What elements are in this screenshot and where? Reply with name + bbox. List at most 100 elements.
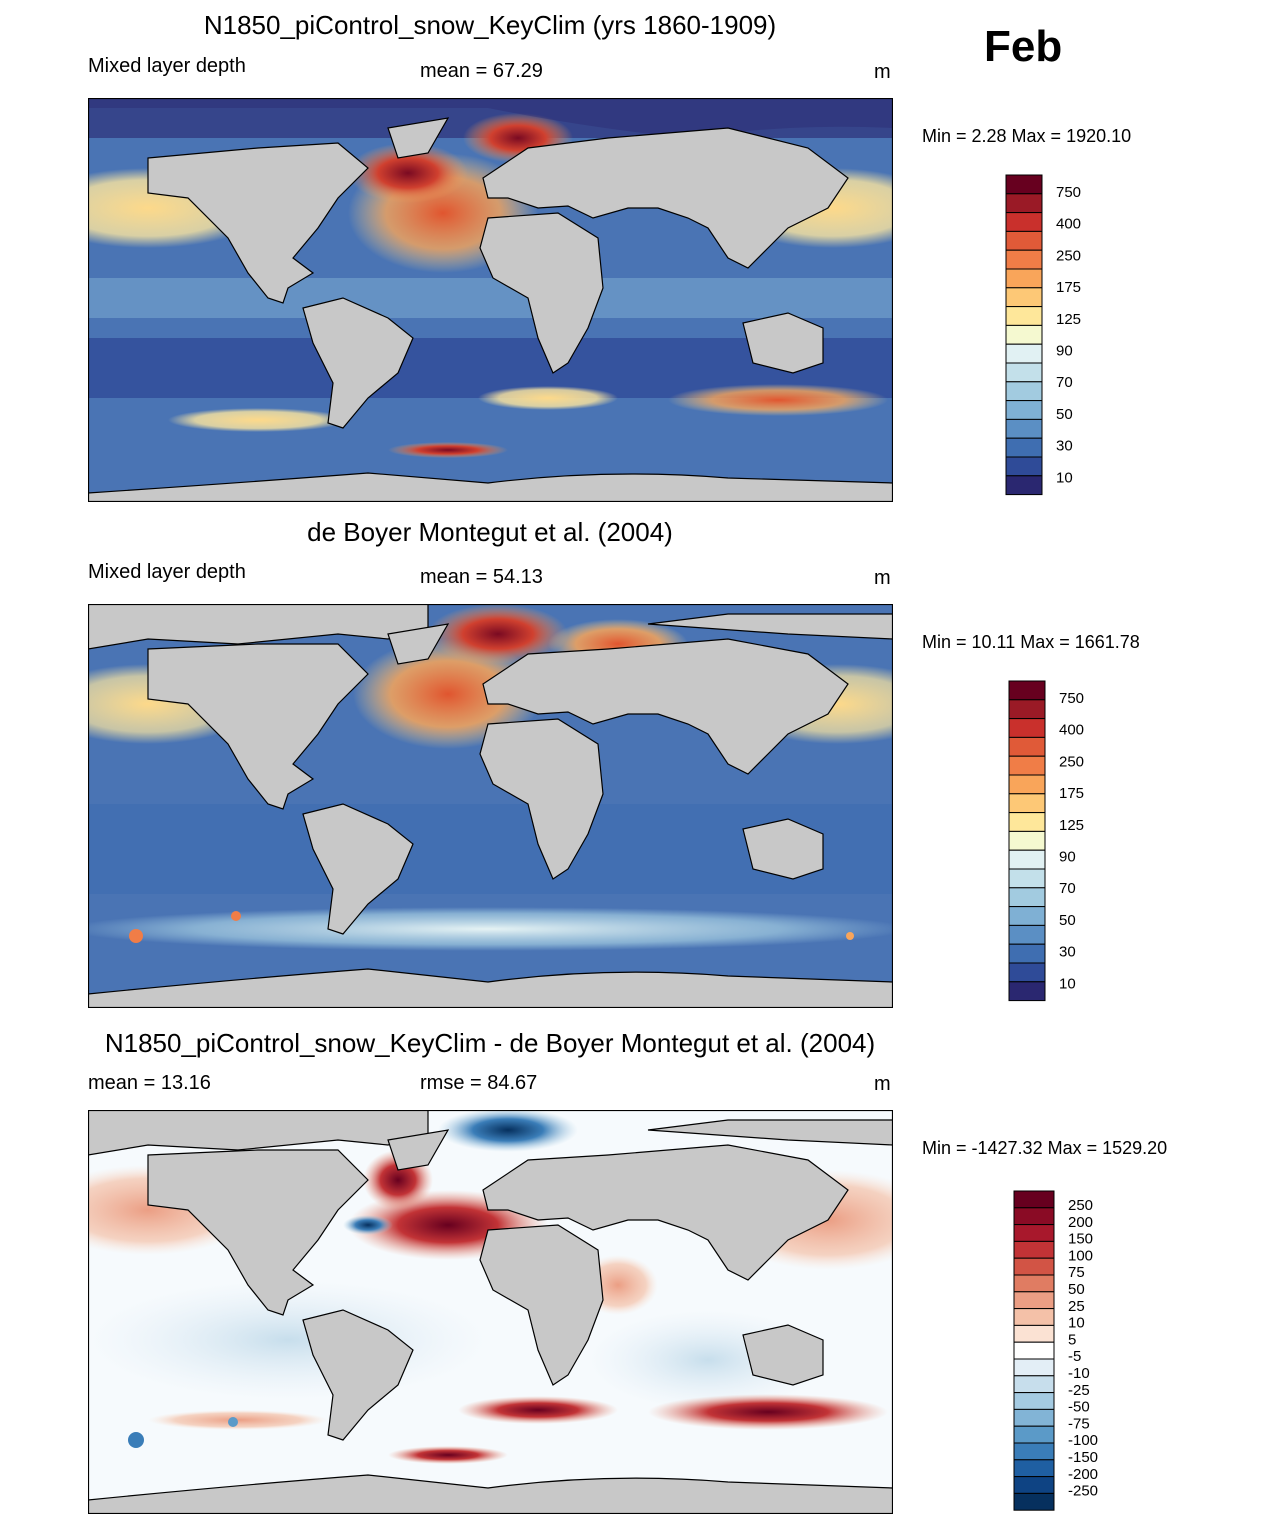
colorbar-label: 10: [1059, 975, 1076, 992]
colorbar-label: 250: [1068, 1197, 1093, 1214]
colorbar-label: -150: [1068, 1449, 1098, 1466]
colorbar-label: 75: [1068, 1264, 1085, 1281]
colorbar-box: [1008, 849, 1046, 870]
colorbar-box: [1013, 1492, 1055, 1511]
colorbar-box: [1005, 249, 1043, 270]
panel3-title: N1850_piControl_snow_KeyClim - de Boyer …: [104, 1028, 876, 1058]
colorbar-label: 50: [1068, 1281, 1085, 1298]
colorbar-box: [1013, 1341, 1055, 1360]
colorbar-box: [1005, 343, 1043, 364]
colorbar-label: 400: [1056, 216, 1081, 233]
colorbar-label: 30: [1059, 944, 1076, 961]
colorbar-box: [1005, 437, 1043, 458]
colorbar-box: [1008, 793, 1046, 814]
colorbar-box: [1005, 287, 1043, 308]
colorbar-box: [1013, 1190, 1055, 1209]
month-label: Feb: [984, 22, 1063, 71]
colorbar-box: [1005, 230, 1043, 251]
panel3-rmse-label: rmse = 84.67: [420, 1072, 538, 1094]
colorbar-box: [1005, 475, 1043, 496]
colorbar-label: 750: [1059, 690, 1084, 707]
colorbar-label: 200: [1068, 1214, 1093, 1231]
colorbar-box: [1013, 1358, 1055, 1377]
colorbar-box: [1005, 306, 1043, 326]
colorbar-label: 400: [1059, 722, 1084, 739]
colorbar-label: 5: [1068, 1331, 1076, 1348]
colorbar-label: 750: [1056, 184, 1081, 201]
colorbar-label: -250: [1068, 1483, 1098, 1500]
colorbar-box: [1008, 830, 1046, 851]
colorbar-label: 10: [1068, 1315, 1085, 1332]
colorbar-label: 125: [1056, 311, 1081, 328]
colorbar-label: 100: [1068, 1247, 1093, 1264]
colorbar-box: [1008, 924, 1046, 945]
colorbar-box: [1008, 718, 1046, 738]
colorbar-label: 250: [1056, 247, 1081, 264]
colorbar-label: 50: [1056, 406, 1073, 423]
colorbar-box: [1013, 1207, 1055, 1226]
colorbar-box: [1008, 962, 1046, 983]
colorbar-box: [1013, 1392, 1055, 1410]
colorbar-box: [1013, 1408, 1055, 1427]
colorbar-box: [1005, 418, 1043, 439]
colorbar-box: [1005, 174, 1043, 195]
colorbar-label: -10: [1068, 1365, 1090, 1382]
colorbar-box: [1013, 1274, 1055, 1293]
colorbar-box: [1008, 812, 1046, 832]
panel1-title: N1850_piControl_snow_KeyClim (yrs 1860-1…: [203, 10, 777, 40]
colorbar-box: [1013, 1291, 1055, 1310]
panel2-map: [88, 604, 893, 1008]
colorbar-label: -100: [1068, 1432, 1098, 1449]
panel1-mean-label: mean = 67.29: [420, 60, 543, 82]
colorbar-label: 150: [1068, 1231, 1093, 1248]
panel2-colorbar: 750 400 250 175 125 90 70 50 30 10: [1008, 680, 1084, 1002]
panel2-units-label: m: [874, 567, 891, 589]
colorbar-box: [1013, 1257, 1055, 1276]
panel3-colorbar: 250200150100755025105-5-10-25-50-75-100-…: [1013, 1190, 1098, 1511]
colorbar-label: 175: [1059, 785, 1084, 802]
colorbar-box: [1008, 868, 1046, 889]
colorbar-label: -5: [1068, 1348, 1081, 1365]
colorbar-box: [1013, 1425, 1055, 1444]
colorbar-box: [1005, 212, 1043, 232]
panel1-minmax-label: Min = 2.28 Max = 1920.10: [922, 126, 1132, 146]
colorbar-label: -75: [1068, 1415, 1090, 1432]
colorbar-box: [1013, 1224, 1055, 1242]
panel1-units-label: m: [874, 61, 891, 83]
colorbar-box: [1008, 774, 1046, 795]
colorbar-label: 250: [1059, 753, 1084, 770]
colorbar-box: [1005, 381, 1043, 402]
colorbar-box: [1008, 906, 1046, 926]
colorbar-label: 50: [1059, 912, 1076, 929]
colorbar-label: 70: [1059, 880, 1076, 897]
colorbar-label: 10: [1056, 469, 1073, 486]
panel2-title: de Boyer Montegut et al. (2004): [307, 517, 673, 547]
panel2-mean-label: mean = 54.13: [420, 566, 543, 588]
colorbar-box: [1013, 1375, 1055, 1394]
colorbar-label: -50: [1068, 1399, 1090, 1416]
colorbar-box: [1008, 943, 1046, 964]
panel1-map: [88, 98, 893, 502]
colorbar-box: [1008, 887, 1046, 908]
colorbar-box: [1005, 400, 1043, 420]
panel3-minmax-label: Min = -1427.32 Max = 1529.20: [922, 1138, 1168, 1158]
colorbar-box: [1008, 736, 1046, 757]
colorbar-box: [1008, 699, 1046, 720]
panel1-colorbar: 750 400 250 175 125 90 70 50 30 10: [1005, 174, 1081, 496]
panel3-map: [88, 1110, 893, 1514]
colorbar-box: [1005, 324, 1043, 345]
colorbar-box: [1008, 981, 1046, 1002]
colorbar-box: [1013, 1308, 1055, 1326]
panel2-variable-label: Mixed layer depth: [88, 561, 246, 583]
colorbar-box: [1005, 268, 1043, 289]
colorbar-box: [1013, 1459, 1055, 1478]
colorbar-box: [1008, 680, 1046, 701]
colorbar-box: [1013, 1240, 1055, 1259]
colorbar-box: [1005, 456, 1043, 477]
colorbar-label: 90: [1056, 343, 1073, 360]
panel3-mean-label: mean = 13.16: [88, 1072, 211, 1094]
colorbar-label: 90: [1059, 849, 1076, 866]
colorbar-label: 30: [1056, 438, 1073, 455]
colorbar-label: -200: [1068, 1466, 1098, 1483]
colorbar-label: -25: [1068, 1382, 1090, 1399]
